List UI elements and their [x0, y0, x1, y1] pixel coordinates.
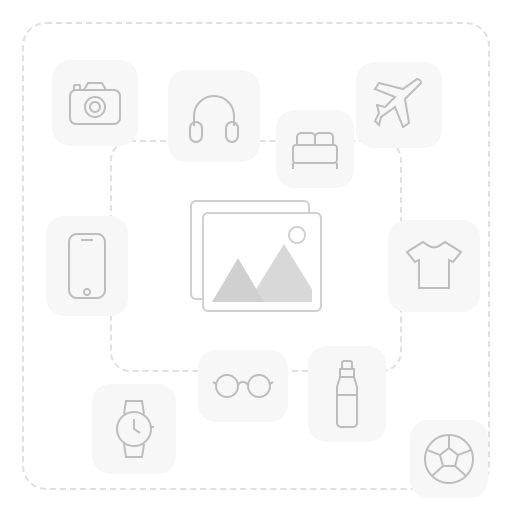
- airplane-icon: [371, 77, 427, 133]
- glasses-icon: [211, 372, 275, 400]
- headphones-icon: [184, 86, 244, 146]
- sun-icon: [288, 226, 306, 244]
- category-tile-watch[interactable]: [92, 384, 176, 474]
- image-placeholder-front: [202, 212, 322, 312]
- category-tile-glasses[interactable]: [198, 350, 288, 422]
- category-tile-bed[interactable]: [276, 110, 354, 188]
- watch-icon: [110, 397, 158, 461]
- spray-bottle-icon: [329, 359, 365, 429]
- category-tile-shirt[interactable]: [388, 220, 480, 312]
- category-tile-ball[interactable]: [410, 420, 488, 498]
- camera-icon: [68, 80, 122, 126]
- soccer-ball-icon: [422, 432, 476, 486]
- mountain-icon: [212, 258, 264, 302]
- tshirt-icon: [403, 238, 465, 294]
- category-tile-bottle[interactable]: [308, 346, 386, 442]
- smartphone-icon: [65, 230, 109, 302]
- category-tile-headphones[interactable]: [168, 70, 260, 162]
- bed-icon: [289, 127, 341, 171]
- category-tile-camera[interactable]: [52, 60, 138, 146]
- category-tile-phone[interactable]: [46, 216, 128, 316]
- category-tile-airplane[interactable]: [356, 62, 442, 148]
- image-placeholder: [190, 200, 322, 312]
